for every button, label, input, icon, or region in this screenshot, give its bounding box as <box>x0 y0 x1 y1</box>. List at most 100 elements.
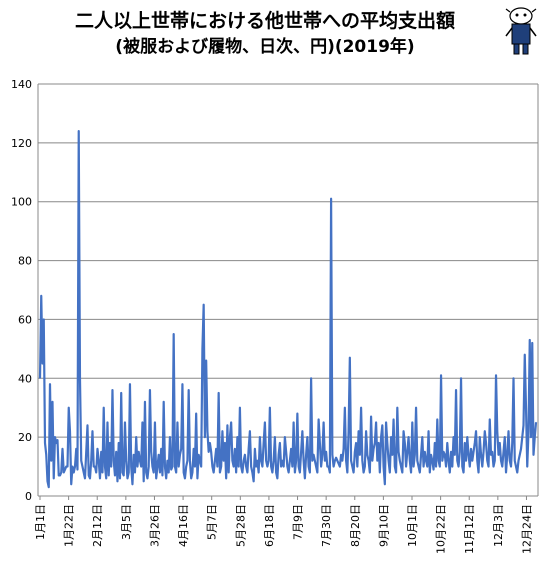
data-point <box>171 465 174 468</box>
data-point <box>180 448 182 450</box>
data-point <box>309 471 311 474</box>
data-point <box>243 460 245 462</box>
x-tick-label: 3月5日 <box>120 504 133 540</box>
data-point <box>445 465 447 468</box>
data-point <box>451 465 453 468</box>
data-point <box>333 465 335 468</box>
data-point <box>188 389 190 391</box>
data-point <box>44 442 46 444</box>
data-point <box>512 377 515 379</box>
mascot-icon <box>505 7 537 55</box>
data-point <box>270 465 272 468</box>
data-point <box>210 451 212 453</box>
data-point <box>519 454 521 456</box>
data-point <box>110 465 112 468</box>
data-point <box>499 442 501 444</box>
data-point <box>306 436 308 438</box>
data-point <box>401 471 403 474</box>
data-point <box>258 471 260 474</box>
data-point <box>203 304 205 306</box>
data-point <box>159 471 161 474</box>
data-point <box>500 460 502 462</box>
data-point <box>78 130 80 132</box>
data-point <box>226 424 229 426</box>
data-point <box>502 451 505 453</box>
data-point <box>179 454 181 456</box>
data-point <box>238 465 240 468</box>
data-point <box>424 451 426 453</box>
data-point <box>158 454 160 456</box>
data-point <box>121 471 124 474</box>
x-tick-label: 10月1日 <box>406 504 419 547</box>
data-point <box>524 354 526 356</box>
data-point <box>397 451 400 453</box>
data-point <box>416 460 418 462</box>
data-point <box>454 454 456 456</box>
data-point <box>161 474 164 476</box>
data-point <box>386 442 388 444</box>
data-point <box>357 430 360 432</box>
data-point <box>419 471 421 474</box>
data-point <box>215 448 217 450</box>
gridlines <box>38 83 538 438</box>
data-point <box>70 483 72 485</box>
data-point <box>246 471 248 474</box>
data-point <box>351 465 353 468</box>
data-point <box>194 465 196 468</box>
data-point <box>190 477 192 479</box>
data-point <box>330 198 332 200</box>
data-point <box>432 468 435 471</box>
data-point <box>371 460 373 462</box>
data-point <box>166 460 169 462</box>
data-point <box>531 342 533 344</box>
data-point <box>396 407 398 409</box>
x-tick-label: 1月1日 <box>34 504 47 540</box>
data-point <box>214 460 216 462</box>
data-point <box>53 477 55 479</box>
data-point <box>509 460 511 462</box>
data-point <box>447 460 450 462</box>
data-point <box>395 471 397 474</box>
data-point <box>273 460 275 462</box>
data-point <box>355 442 357 444</box>
data-point <box>520 448 522 450</box>
data-point <box>109 442 111 444</box>
data-point <box>90 460 92 462</box>
x-tick-label: 12月24日 <box>520 504 533 554</box>
data-point <box>89 477 91 479</box>
data-point <box>184 477 186 479</box>
data-point <box>58 474 60 476</box>
data-point <box>366 454 368 456</box>
data-point <box>316 471 318 474</box>
data-point <box>286 465 288 468</box>
data-point <box>123 474 125 476</box>
data-point <box>151 465 154 468</box>
data-point <box>457 465 460 468</box>
data-point <box>522 424 525 426</box>
data-point <box>128 471 130 474</box>
data-point <box>133 454 135 456</box>
data-point <box>436 418 438 421</box>
data-point <box>125 460 127 462</box>
data-point <box>163 401 165 403</box>
data-point <box>185 465 187 468</box>
data-point <box>515 465 517 468</box>
data-point <box>135 436 137 438</box>
data-point <box>130 465 132 468</box>
x-tick-label: 5月28日 <box>234 504 247 547</box>
data-point <box>205 360 207 362</box>
data-point <box>221 430 224 432</box>
data-point <box>134 471 136 474</box>
data-point <box>228 471 230 474</box>
data-point <box>296 413 298 415</box>
data-point <box>230 421 232 424</box>
data-point <box>343 448 345 450</box>
data-point <box>174 465 176 468</box>
data-point <box>145 471 147 474</box>
data-point <box>421 436 423 438</box>
data-point <box>319 442 321 444</box>
data-point <box>251 471 253 474</box>
data-point <box>173 333 175 335</box>
data-point <box>150 451 152 453</box>
